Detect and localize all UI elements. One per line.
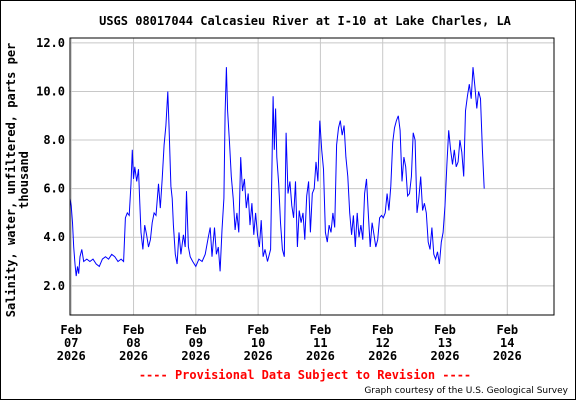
x-tick-label: 12 (375, 336, 389, 350)
x-tick-label: Feb (434, 323, 456, 337)
plot-border (69, 37, 555, 316)
x-tick-label: 13 (438, 336, 452, 350)
x-tick-label: Feb (247, 323, 269, 337)
x-tick-label: 2026 (181, 349, 210, 363)
chart-title: USGS 08017044 Calcasieu River at I-10 at… (99, 14, 512, 28)
x-tick-label: Feb (496, 323, 518, 337)
x-tick-label: 10 (251, 336, 265, 350)
y-axis-label-line-1: Salinity, water, unfiltered, parts per (4, 43, 18, 318)
x-tick-label: 07 (64, 336, 78, 350)
x-tick-label: Feb (310, 323, 332, 337)
x-tick-label: 2026 (57, 349, 86, 363)
x-tick-label: 14 (500, 336, 514, 350)
salinity-series-line (69, 67, 485, 277)
x-tick-label: 2026 (119, 349, 148, 363)
x-tick-label: 2026 (244, 349, 273, 363)
provisional-notice: ---- Provisional Data Subject to Revisio… (139, 368, 471, 382)
x-tick-label: 2026 (306, 349, 335, 363)
x-tick-label: Feb (185, 323, 207, 337)
grid (70, 38, 554, 315)
x-tick-labels: Feb072026Feb082026Feb092026Feb102026Feb1… (57, 323, 522, 363)
x-tick-label: 11 (313, 336, 327, 350)
y-tick-label: 6.0 (43, 182, 65, 196)
y-tick-label: 4.0 (43, 230, 65, 244)
y-tick-label: 10.0 (36, 84, 65, 98)
y-tick-label: 2.0 (43, 279, 65, 293)
x-tick-label: 09 (189, 336, 203, 350)
x-tick-label: Feb (123, 323, 145, 337)
x-tick-label: 08 (126, 336, 140, 350)
x-tick-label: 2026 (368, 349, 397, 363)
data-series (69, 67, 485, 277)
y-tick-label: 8.0 (43, 133, 65, 147)
usgs-credit: Graph courtesy of the U.S. Geological Su… (364, 386, 568, 396)
x-tick-label: Feb (60, 323, 82, 337)
x-tick-label: Feb (372, 323, 394, 337)
y-tick-labels: 2.0 4.0 6.0 8.0 10.0 12.0 (36, 36, 65, 293)
x-tick-label: 2026 (493, 349, 522, 363)
x-tick-label: 2026 (431, 349, 460, 363)
y-tick-label: 12.0 (36, 36, 65, 50)
y-axis-label-line-2: thousand (17, 151, 31, 209)
